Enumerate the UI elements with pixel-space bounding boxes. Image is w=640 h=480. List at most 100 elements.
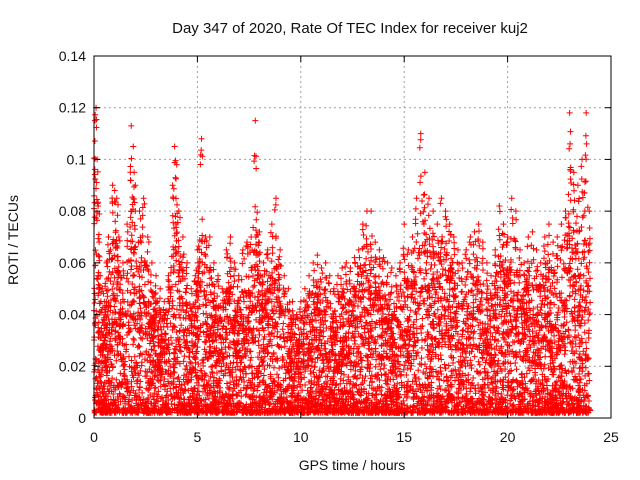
data-point [565,223,572,230]
data-point [542,323,549,330]
data-point [279,326,286,333]
data-point [572,245,579,252]
data-point [359,309,366,316]
data-point [438,261,445,268]
data-point [398,371,405,378]
data-point [577,339,584,346]
data-point [324,363,331,370]
data-point [223,380,230,387]
data-point [415,367,422,374]
data-point [227,379,234,386]
data-point [169,326,176,333]
data-point [225,279,232,286]
data-point [311,349,318,356]
data-point [457,398,464,405]
data-point [434,306,441,313]
data-point [129,281,136,288]
data-point [453,395,460,402]
data-point [414,255,421,262]
data-point [124,270,131,277]
data-point [511,279,518,286]
data-point [581,387,588,394]
data-point [121,366,128,373]
data-point [366,368,373,375]
data-point [167,363,174,370]
data-point [180,358,187,365]
data-point [311,301,318,308]
data-point [135,342,142,349]
data-point [313,317,320,324]
data-point [489,333,496,340]
data-point [569,288,576,295]
data-point [421,275,428,282]
data-point [250,283,257,290]
data-point [364,272,371,279]
data-point [270,364,277,371]
data-point [385,301,392,308]
data-point [117,300,124,307]
data-point [476,361,483,368]
data-point [455,367,462,374]
data-point [412,273,419,280]
data-point [155,332,162,339]
data-point [97,373,104,379]
chart-title: Day 347 of 2020, Rate Of TEC Index for r… [172,20,528,37]
data-point [462,320,469,327]
data-point [123,341,130,348]
data-point [216,375,223,382]
data-point [437,352,444,359]
data-point [576,370,583,377]
data-point [423,259,430,266]
data-point [143,348,150,355]
data-point [173,306,180,313]
data-point [450,360,457,367]
data-point [378,391,385,398]
data-point [338,370,345,377]
data-point [128,245,135,252]
data-point [127,289,134,296]
data-point [578,282,585,289]
data-point [438,343,445,350]
data-point [351,337,358,344]
data-point [106,378,113,385]
data-point [516,398,523,405]
data-point [576,392,583,399]
data-point [551,301,558,308]
data-point [174,229,181,236]
data-point [155,388,162,395]
data-point [513,366,520,373]
data-point [333,391,340,398]
data-point [565,276,572,283]
data-point [477,335,484,342]
data-point [230,359,237,366]
data-point [155,377,162,384]
data-point [463,300,470,307]
data-point [564,334,571,341]
data-point [131,322,138,329]
data-points-layer [91,104,594,416]
data-point [372,363,379,370]
data-point [310,369,317,376]
data-point [202,296,209,303]
data-point [171,369,178,376]
data-point [141,356,148,363]
data-point [561,351,568,358]
data-point [352,358,359,365]
data-point [367,351,374,358]
data-point [403,284,410,291]
data-point [136,387,143,394]
data-point [555,309,562,316]
data-point [253,216,260,223]
data-point [161,376,168,383]
data-point [170,375,177,382]
data-point [256,362,263,369]
data-point [470,292,477,299]
data-point [136,384,143,391]
data-point [198,249,205,256]
data-point [143,373,150,380]
data-point [131,336,138,343]
data-point [377,366,384,373]
data-point [453,371,460,378]
data-point [283,394,290,401]
